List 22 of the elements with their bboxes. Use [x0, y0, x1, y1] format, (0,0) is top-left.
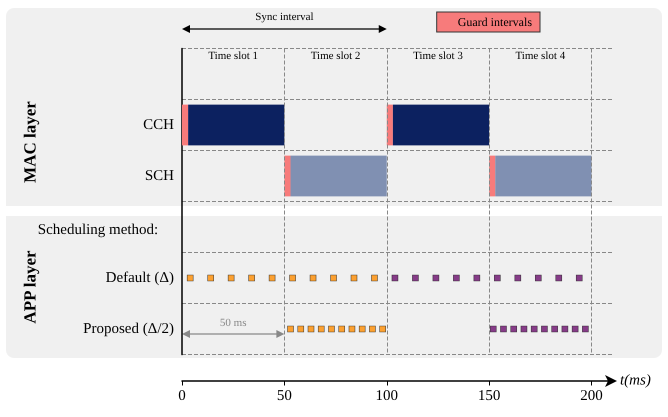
- bar: [182, 104, 188, 146]
- x-tick-label: 150: [478, 388, 500, 404]
- annotation: Time slot 3: [413, 50, 464, 62]
- x-axis-title: t(ms): [620, 372, 651, 388]
- annotation: 50 ms: [220, 317, 246, 329]
- text: Guard intervals: [458, 15, 532, 29]
- annotation: Time slot 1: [208, 50, 258, 62]
- annotation: Time slot 2: [310, 50, 360, 62]
- x-tick-label: 0: [178, 388, 186, 404]
- y-tick-label: CCH: [143, 117, 174, 133]
- y-tick-label: Default (Δ): [106, 270, 174, 286]
- text: Sync interval: [255, 11, 314, 23]
- bar: [284, 156, 291, 196]
- y-tick-label: SCH: [144, 168, 174, 184]
- annotation: Time slot 4: [515, 50, 566, 62]
- text: Scheduling method:: [38, 222, 158, 238]
- x-tick-label: 50: [276, 388, 292, 404]
- text: MAC layer: [20, 100, 40, 183]
- text: APP layer: [20, 250, 40, 324]
- y-tick-label: Proposed (Δ/2): [83, 321, 174, 337]
- x-tick-label: 200: [580, 388, 603, 404]
- x-tick-label: 100: [376, 388, 398, 404]
